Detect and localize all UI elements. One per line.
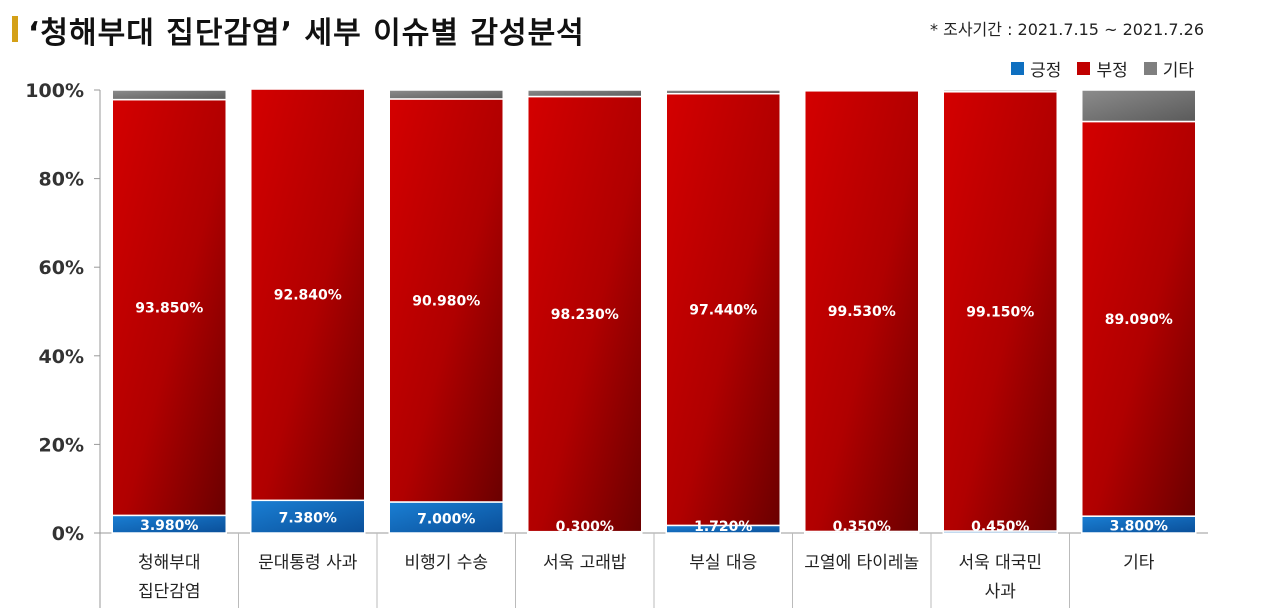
title-accent-bar: [12, 16, 18, 42]
survey-period: * 조사기간 : 2021.7.15 ~ 2021.7.26: [930, 20, 1204, 39]
legend-swatch-positive: [1011, 62, 1025, 75]
x-tick-label: 사과: [985, 582, 1017, 602]
bar-negative: [665, 92, 781, 527]
bar-other: [527, 89, 643, 98]
data-label-negative: 99.150%: [966, 304, 1034, 320]
data-label-negative: 97.440%: [689, 303, 757, 319]
bar-other: [388, 89, 504, 100]
data-label-positive: 3.800%: [1110, 519, 1168, 535]
y-tick-label: 60%: [39, 257, 84, 279]
data-label-negative: 90.980%: [412, 293, 480, 309]
y-tick-label: 20%: [39, 434, 84, 456]
data-label-negative: 92.840%: [274, 288, 342, 304]
legend-label-positive: 긍정: [1030, 61, 1062, 81]
y-tick-label: 0%: [52, 523, 84, 545]
bar-negative: [1081, 120, 1197, 517]
legend: 긍정 부정 기타: [1011, 56, 1194, 81]
data-label-negative: 98.230%: [551, 307, 619, 323]
x-tick-label: 서욱 고래밥: [543, 553, 627, 573]
data-label-positive: 7.380%: [279, 511, 337, 527]
bar-positive: [250, 499, 366, 534]
bar-other: [1081, 89, 1197, 123]
data-label-positive: 3.980%: [140, 518, 198, 534]
y-tick-label: 100%: [25, 80, 84, 102]
bar-negative: [250, 88, 366, 502]
data-label-positive: 0.450%: [971, 519, 1029, 535]
legend-label-negative: 부정: [1096, 61, 1128, 81]
data-label-positive: 1.720%: [694, 519, 752, 535]
data-label-positive: 7.000%: [417, 511, 475, 527]
x-tick-label: 서욱 대국민: [958, 553, 1042, 573]
legend-label-other: 기타: [1162, 61, 1194, 81]
legend-swatch-other: [1143, 62, 1157, 75]
data-label-negative: 99.530%: [828, 304, 896, 320]
bar-other: [111, 89, 227, 101]
bar-negative: [388, 98, 504, 503]
legend-item-other: 기타: [1143, 56, 1194, 81]
x-tick-label: 문대통령 사과: [258, 553, 358, 573]
x-tick-label: 부실 대응: [689, 553, 757, 573]
x-tick-label: 집단감염: [138, 582, 201, 602]
y-tick-label: 40%: [39, 346, 84, 368]
bar-negative: [111, 98, 227, 517]
data-label-positive: 0.350%: [833, 519, 891, 535]
legend-swatch-negative: [1077, 62, 1091, 75]
bar-other: [665, 89, 781, 95]
y-tick-label: 80%: [39, 169, 84, 191]
chart-title: ‘청해부대 집단감염’ 세부 이슈별 감성분석: [28, 16, 585, 51]
data-label-negative: 93.850%: [135, 300, 203, 316]
x-tick-label: 기타: [1123, 553, 1155, 573]
bar-other: [942, 89, 1058, 93]
bar-negative: [942, 91, 1058, 532]
data-label-negative: 89.090%: [1105, 312, 1173, 328]
legend-item-positive: 긍정: [1011, 56, 1061, 81]
bar-other: [804, 89, 920, 92]
legend-item-negative: 부정: [1077, 56, 1128, 81]
x-tick-label: 비행기 수송: [404, 553, 488, 573]
x-tick-label: 청해부대: [138, 553, 201, 573]
x-tick-label: 고열에 타이레놀: [804, 553, 919, 573]
data-label-positive: 0.300%: [556, 519, 614, 535]
